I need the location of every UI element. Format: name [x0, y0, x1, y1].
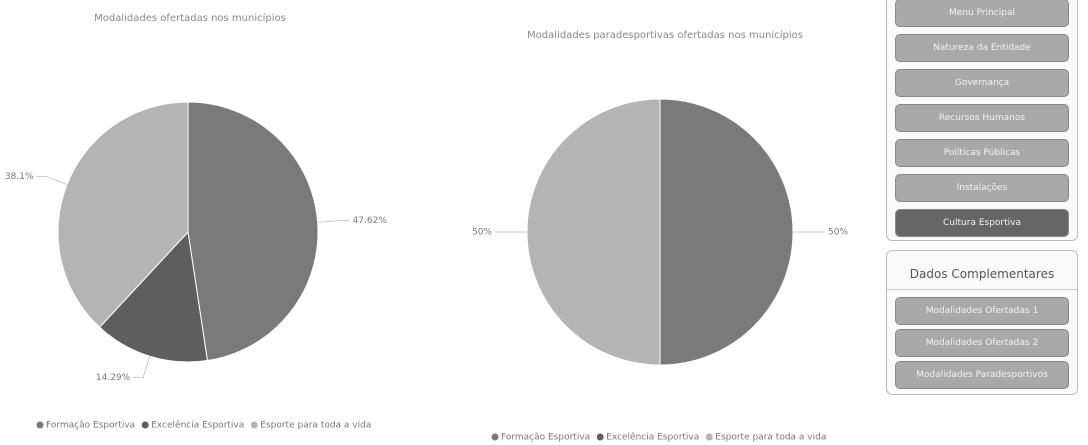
section-title: Dados Complementares — [887, 259, 1077, 290]
menu-button[interactable]: Governança — [895, 69, 1069, 97]
legend-label: Esporte para toda a vida — [715, 433, 826, 443]
data-label: 47.62% — [353, 216, 388, 226]
menu-button[interactable]: Políticas Públicas — [895, 139, 1069, 167]
legend-label: Esporte para toda a vida — [260, 421, 371, 431]
legend-marker — [491, 433, 499, 441]
menu-button[interactable]: Cultura Esportiva — [895, 209, 1069, 237]
legend-label: Formação Esportiva — [46, 421, 135, 431]
menu-button[interactable]: Instalações — [895, 174, 1069, 202]
legend-marker — [36, 421, 44, 429]
chart-title: Modalidades paradesportivas ofertadas no… — [527, 29, 803, 41]
legend-label: Excelência Esportiva — [606, 432, 699, 443]
menu-button[interactable]: Modalidades Paradesportivos — [895, 361, 1069, 389]
leader-line — [133, 356, 151, 378]
menu-button[interactable]: Natureza da Entidade — [895, 34, 1069, 62]
menu-button[interactable]: Modalidades Ofertadas 2 — [895, 329, 1069, 357]
leader-line — [36, 176, 68, 185]
legend-label: Formação Esportiva — [501, 433, 590, 443]
menu-button[interactable]: Modalidades Ofertadas 1 — [895, 297, 1069, 325]
data-label: 38.1% — [5, 172, 34, 182]
extra-menu: Dados Complementares Modalidades Ofertad… — [886, 250, 1078, 395]
legend-marker — [596, 433, 604, 441]
data-label: 50% — [472, 228, 492, 238]
data-label: 14.29% — [96, 373, 131, 383]
legend-marker — [250, 421, 258, 429]
pie-slice — [659, 98, 794, 366]
data-label: 50% — [828, 228, 848, 238]
main-menu: Menu Principal Natureza da Entidade Govern… — [886, 0, 1078, 241]
leader-line — [317, 220, 350, 223]
pie-slice — [526, 98, 661, 366]
menu-button[interactable]: Recursos Humanos — [895, 104, 1069, 132]
pie-slice — [98, 230, 208, 363]
legend-label: Excelência Esportiva — [151, 420, 244, 431]
pie-slice — [57, 101, 189, 329]
chart-title: Modalidades ofertadas nos municípios — [94, 12, 286, 24]
charts: Modalidades ofertadas nos municípios 47.6… — [5, 12, 849, 443]
pie-slice — [187, 101, 319, 362]
legend-marker — [141, 421, 149, 429]
menu-button[interactable]: Menu Principal — [895, 0, 1069, 27]
legend-marker — [705, 433, 713, 441]
